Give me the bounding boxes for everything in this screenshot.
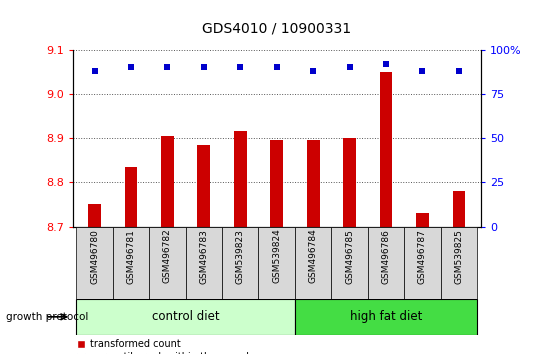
Bar <box>77 227 113 299</box>
Text: control diet: control diet <box>152 310 220 323</box>
Text: GSM496787: GSM496787 <box>418 229 427 284</box>
Point <box>309 68 318 74</box>
Point <box>236 64 245 70</box>
Bar <box>88 204 101 227</box>
Text: GSM539824: GSM539824 <box>272 229 281 284</box>
Point <box>454 68 463 74</box>
Bar <box>380 72 392 227</box>
Bar <box>307 140 320 227</box>
Text: GDS4010 / 10900331: GDS4010 / 10900331 <box>202 21 351 35</box>
Point <box>126 64 135 70</box>
Text: GSM496786: GSM496786 <box>381 229 391 284</box>
Point <box>200 64 209 70</box>
Text: GSM539823: GSM539823 <box>236 229 245 284</box>
Text: growth protocol: growth protocol <box>6 312 88 322</box>
Bar <box>343 138 356 227</box>
Bar <box>368 227 404 299</box>
Text: GSM496782: GSM496782 <box>163 229 172 284</box>
Bar <box>125 167 138 227</box>
Point <box>382 61 391 67</box>
Bar <box>113 227 149 299</box>
Bar <box>186 227 222 299</box>
Bar <box>295 227 331 299</box>
Bar <box>440 227 477 299</box>
Bar <box>295 299 477 335</box>
Bar <box>271 140 283 227</box>
Bar <box>149 227 186 299</box>
Text: GSM496783: GSM496783 <box>200 229 209 284</box>
Text: GSM496784: GSM496784 <box>309 229 318 284</box>
Bar <box>258 227 295 299</box>
Point <box>345 64 354 70</box>
Bar <box>416 213 429 227</box>
Text: GSM496781: GSM496781 <box>126 229 135 284</box>
Bar <box>197 145 210 227</box>
Bar <box>452 191 465 227</box>
Bar <box>404 227 440 299</box>
Legend: transformed count, percentile rank within the sample: transformed count, percentile rank withi… <box>78 339 255 354</box>
Bar <box>331 227 368 299</box>
Text: GSM539825: GSM539825 <box>454 229 463 284</box>
Point <box>418 68 427 74</box>
Text: GSM496780: GSM496780 <box>90 229 99 284</box>
Text: GSM496785: GSM496785 <box>345 229 354 284</box>
Bar <box>234 131 247 227</box>
Bar <box>222 227 258 299</box>
Point <box>272 64 281 70</box>
Bar <box>161 136 174 227</box>
Text: high fat diet: high fat diet <box>350 310 422 323</box>
Point <box>90 68 99 74</box>
Bar <box>77 299 295 335</box>
Point <box>163 64 172 70</box>
